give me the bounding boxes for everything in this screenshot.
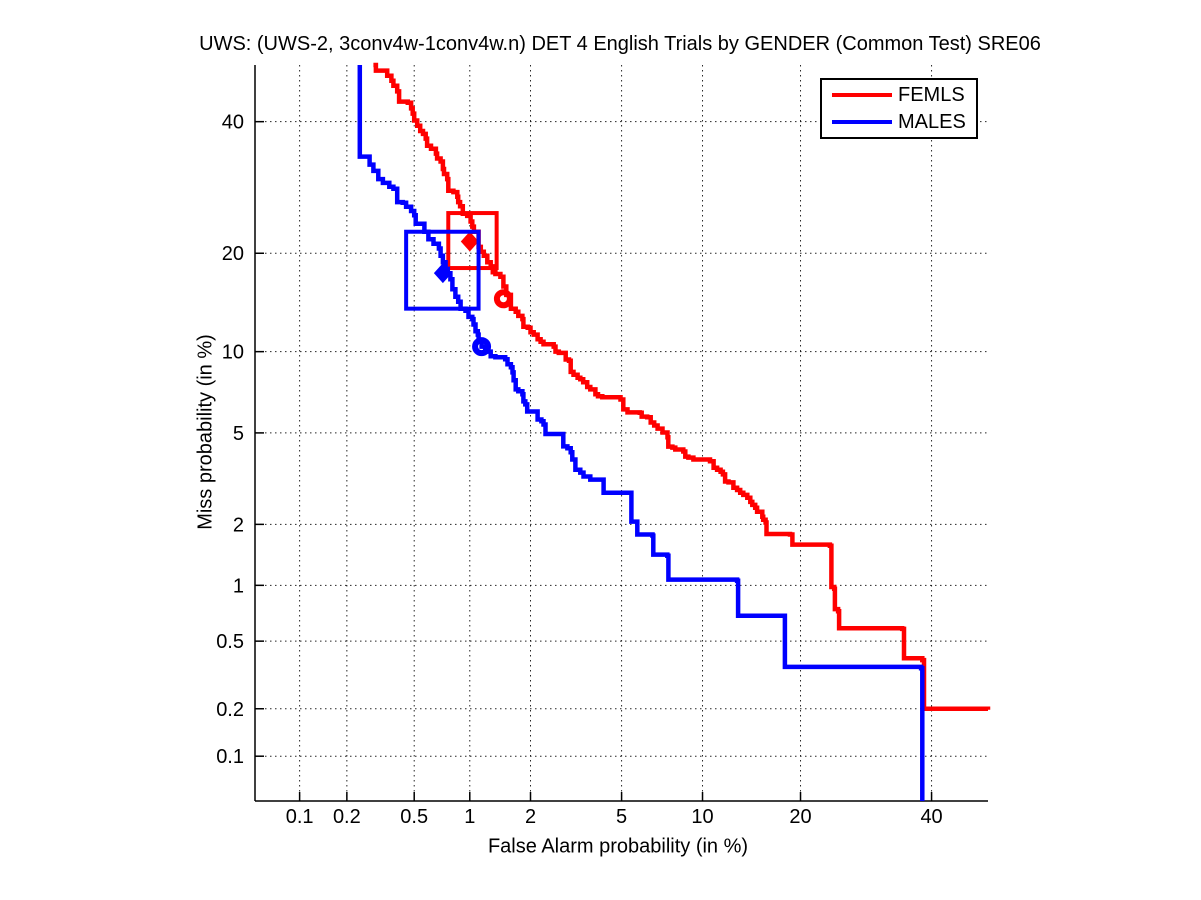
svg-text:1: 1 bbox=[464, 806, 475, 828]
svg-text:0.1: 0.1 bbox=[216, 746, 244, 768]
circle-marker-males bbox=[472, 337, 492, 357]
curve-males bbox=[357, 65, 925, 801]
grid bbox=[255, 65, 988, 801]
legend: FEMLS MALES bbox=[820, 78, 978, 139]
svg-text:10: 10 bbox=[691, 806, 713, 828]
svg-text:5: 5 bbox=[616, 806, 627, 828]
svg-text:40: 40 bbox=[920, 806, 942, 828]
x-tick-labels: 0.1 0.2 0.5 1 2 5 10 20 40 bbox=[286, 806, 943, 828]
chart-title: UWS: (UWS-2, 3conv4w-1conv4w.n) DET 4 En… bbox=[199, 33, 1041, 55]
circle-marker-femls bbox=[493, 289, 513, 309]
svg-text:0.1: 0.1 bbox=[286, 806, 314, 828]
svg-text:1: 1 bbox=[233, 575, 244, 597]
dcf-box-femls bbox=[446, 211, 499, 271]
svg-text:5: 5 bbox=[233, 423, 244, 445]
legend-label-males: MALES bbox=[898, 110, 966, 133]
svg-text:0.2: 0.2 bbox=[216, 699, 244, 721]
legend-line-males bbox=[832, 119, 892, 124]
dcf-box-males bbox=[404, 229, 481, 311]
diamond-marker-males bbox=[433, 263, 452, 284]
curve-femls bbox=[373, 62, 991, 712]
y-tick-labels: 0.1 0.2 0.5 1 2 5 10 20 40 bbox=[216, 112, 244, 769]
svg-text:2: 2 bbox=[233, 514, 244, 536]
svg-text:40: 40 bbox=[222, 112, 244, 134]
x-axis-label: False Alarm probability (in %) bbox=[487, 835, 749, 858]
legend-label-femls: FEMLS bbox=[898, 83, 965, 106]
legend-entry-femls: FEMLS bbox=[822, 81, 976, 108]
svg-text:0.5: 0.5 bbox=[400, 806, 428, 828]
svg-text:10: 10 bbox=[222, 342, 244, 364]
svg-text:0.2: 0.2 bbox=[333, 806, 361, 828]
svg-text:20: 20 bbox=[789, 806, 811, 828]
diamond-marker-femls bbox=[460, 231, 479, 252]
legend-entry-males: MALES bbox=[822, 108, 976, 135]
svg-text:2: 2 bbox=[525, 806, 536, 828]
svg-text:20: 20 bbox=[222, 243, 244, 265]
svg-text:0.5: 0.5 bbox=[216, 631, 244, 653]
axes bbox=[254, 65, 988, 802]
legend-line-femls bbox=[832, 92, 892, 97]
